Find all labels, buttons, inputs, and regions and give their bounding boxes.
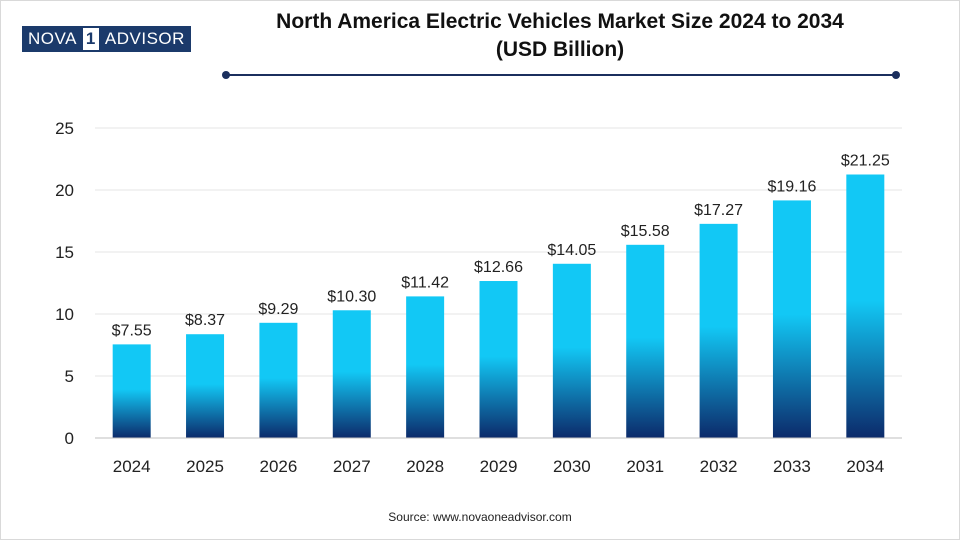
bar-2029 <box>479 281 518 438</box>
bar-2033 <box>772 200 811 438</box>
x-tick-label: 2033 <box>773 457 811 476</box>
data-label-2030: $14.05 <box>547 242 596 259</box>
y-tick-label: 5 <box>65 367 74 386</box>
title-underline-right-dot <box>892 71 900 79</box>
bar-2032 <box>699 223 738 438</box>
bar-2031 <box>626 244 665 438</box>
y-tick-label: 25 <box>55 119 74 138</box>
bar-2028 <box>406 296 445 438</box>
bar-2026 <box>259 322 298 438</box>
y-axis-ticks: 0 5 10 15 20 25 <box>55 119 74 448</box>
x-tick-label: 2026 <box>259 457 297 476</box>
chart-title: North America Electric Vehicles Market S… <box>200 8 920 64</box>
source-note: Source: www.novaoneadvisor.com <box>388 510 572 524</box>
data-label-2025: $8.37 <box>185 312 225 329</box>
x-tick-label: 2028 <box>406 457 444 476</box>
chart-title-line2: (USD Billion) <box>495 38 625 61</box>
data-label-2027: $10.30 <box>327 288 376 305</box>
bar-2027 <box>332 310 371 438</box>
bars <box>112 174 885 438</box>
logo-text-one: 1 <box>80 28 101 50</box>
data-label-2033: $19.16 <box>767 178 816 195</box>
title-underline-left-dot <box>222 71 230 79</box>
bar-2024 <box>112 344 151 438</box>
x-axis-ticks: 2024 2025 2026 2027 2028 2029 2030 2031 2032 2033… <box>113 457 884 476</box>
y-tick-label: 20 <box>55 181 74 200</box>
logo: NOVA 1 ADVISOR <box>22 26 191 52</box>
x-tick-label: 2034 <box>846 457 884 476</box>
bar-2034 <box>846 174 885 438</box>
x-tick-label: 2027 <box>333 457 371 476</box>
data-label-2029: $12.66 <box>474 259 523 276</box>
data-label-2032: $17.27 <box>694 202 743 219</box>
x-tick-label: 2031 <box>626 457 664 476</box>
x-tick-label: 2029 <box>480 457 518 476</box>
bar-2030 <box>552 263 591 438</box>
y-tick-label: 10 <box>55 305 74 324</box>
y-tick-label: 15 <box>55 243 74 262</box>
logo-text-advisor: ADVISOR <box>100 28 189 50</box>
x-tick-label: 2025 <box>186 457 224 476</box>
chart-title-line1: North America Electric Vehicles Market S… <box>276 10 844 33</box>
x-tick-label: 2032 <box>700 457 738 476</box>
data-label-2024: $7.55 <box>112 322 152 339</box>
data-label-2026: $9.29 <box>258 301 298 318</box>
logo-text-nova: NOVA <box>24 28 81 50</box>
data-label-2028: $11.42 <box>401 274 449 291</box>
x-tick-label: 2030 <box>553 457 591 476</box>
x-tick-label: 2024 <box>113 457 151 476</box>
y-tick-label: 0 <box>65 429 74 448</box>
title-underline <box>222 71 900 79</box>
bar-2025 <box>186 334 225 438</box>
data-labels: $7.55 $8.37 $9.29 $10.30 $11.42 $12.66 $14.05 $… <box>112 153 890 340</box>
data-label-2034: $21.25 <box>841 153 890 170</box>
data-label-2031: $15.58 <box>621 223 670 240</box>
